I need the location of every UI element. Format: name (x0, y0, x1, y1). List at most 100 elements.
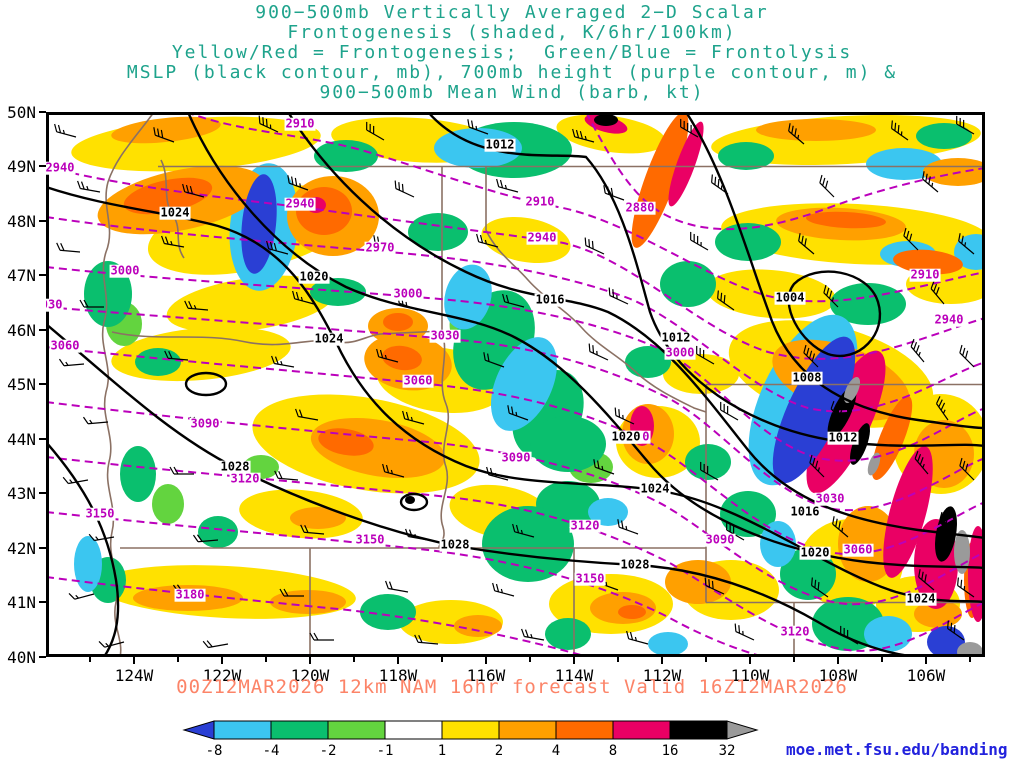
lon-tick-label: 116W (466, 666, 506, 685)
axis-tick (133, 657, 135, 664)
wind-barb (58, 358, 85, 367)
axis-tick (661, 657, 663, 664)
wind-barb (258, 115, 279, 133)
colorbar-cell (384, 720, 443, 740)
axis-tick (39, 165, 46, 167)
wind-barb (958, 233, 975, 255)
wind-barb (903, 227, 919, 251)
wind-barb (82, 416, 109, 425)
wind-barb (164, 350, 189, 361)
lat-tick-label: 45N (7, 375, 36, 394)
wind-barb (603, 185, 625, 201)
lon-tick-label: 118W (378, 666, 418, 685)
axis-tick (39, 656, 46, 658)
height-contours (46, 112, 985, 657)
wind-barb (939, 511, 955, 535)
axis-tick (39, 383, 46, 385)
wind-barb (292, 290, 315, 305)
lon-tick-label: 122W (202, 666, 242, 685)
lon-tick-label: 120W (290, 666, 330, 685)
wind-barb (811, 577, 829, 598)
colorbar-cell (612, 720, 671, 740)
wind-barb (788, 123, 805, 145)
wind-barb (935, 396, 949, 421)
wind-barb (680, 118, 699, 138)
axis-tick (39, 111, 46, 113)
wind-barb (717, 290, 735, 311)
lon-tick-label: 114W (554, 666, 594, 685)
colorbar-tick-label: -4 (263, 743, 280, 759)
wind-barb (98, 641, 125, 648)
wind-barb (584, 237, 605, 255)
axis-tick (925, 657, 927, 664)
axis-minor-tick (265, 657, 267, 662)
wind-barb (572, 128, 595, 143)
lat-tick-label: 46N (7, 321, 36, 340)
wind-barb (300, 524, 325, 535)
wind-barb (486, 466, 509, 481)
wind-barb (959, 457, 975, 481)
wind-barb (614, 407, 635, 425)
colorbar-tick-label: 4 (552, 743, 560, 759)
wind-barb (704, 577, 725, 595)
wind-barb (918, 569, 935, 591)
wind-barb (957, 577, 975, 598)
colorbar-cell (555, 720, 614, 740)
axis-minor-tick (177, 657, 179, 662)
wind-barb (402, 410, 425, 425)
wind-barb (593, 459, 615, 475)
colorbar-cell (213, 720, 272, 740)
title-line-5: 900−500mb Mean Wind (barb, kt) (319, 82, 705, 103)
axis-tick (749, 657, 751, 664)
wind-barb (720, 401, 739, 421)
wind-barb (823, 284, 839, 308)
forecast-caption: 00Z12MAR2026 12km NAM 16hr forecast Vali… (176, 676, 848, 698)
mslp-contours (46, 112, 985, 657)
wind-barb (309, 632, 334, 641)
colorbar-cell (669, 720, 728, 740)
colorbar-tick-label: -1 (377, 743, 394, 759)
colorbar-tick-label: 2 (495, 743, 503, 759)
colorbar-tick-label: -8 (206, 743, 223, 759)
wind-barb (830, 400, 845, 425)
colorbar-arrow-left (182, 720, 215, 740)
axis-minor-tick (705, 657, 707, 662)
wind-barb (271, 355, 295, 368)
axis-tick (309, 657, 311, 664)
wind-barb (483, 352, 505, 368)
axis-tick (39, 492, 46, 494)
wind-barb (956, 115, 975, 135)
wind-barb (279, 588, 304, 597)
colorbar-tick-label: 1 (438, 743, 446, 759)
axis-minor-tick (793, 657, 795, 662)
wind-barb (287, 175, 309, 191)
wind-barb (840, 625, 859, 645)
colorbar: -8 -4 -2 -1 1 2 4 8 16 32 (180, 719, 780, 765)
axis-tick (39, 274, 46, 276)
colorbar-cell (498, 720, 557, 740)
credit-link[interactable]: moe.met.fsu.edu/banding (786, 740, 1008, 759)
wind-barb (56, 242, 81, 253)
lon-tick-label: 124W (114, 666, 154, 685)
wind-barb (467, 119, 489, 135)
wind-barb (588, 343, 609, 361)
latitude-axis: 50N 49N 48N 47N 46N 45N 44N 43N 42N 41N 40N (0, 103, 46, 667)
wind-barb (373, 235, 395, 251)
longitude-axis: 124W 122W 120W 118W 116W 114W 112W 110W 108W 106W (46, 657, 985, 691)
lon-tick-label: 108W (818, 666, 858, 685)
wind-barb (798, 233, 815, 255)
wind-barb (385, 580, 409, 593)
wind-barb (68, 593, 95, 600)
title-line-4: MSLP (black contour, mb), 700mb height (… (126, 62, 898, 83)
title-line-1: 900−500mb Vertically Averaged 2−D Scalar (255, 2, 769, 23)
axis-minor-tick (969, 657, 971, 662)
wind-barb (496, 178, 519, 193)
weather-map-svg (46, 112, 985, 657)
wind-barb (79, 299, 104, 308)
wind-barb (507, 405, 529, 421)
map-area: 2910 2880 2910 2940 2940 2940 2970 3000 3000 3000… (7, 103, 985, 685)
axis-tick (837, 657, 839, 664)
wind-barb (169, 466, 194, 475)
wind-barb (512, 523, 535, 538)
wind-barb (394, 180, 415, 198)
